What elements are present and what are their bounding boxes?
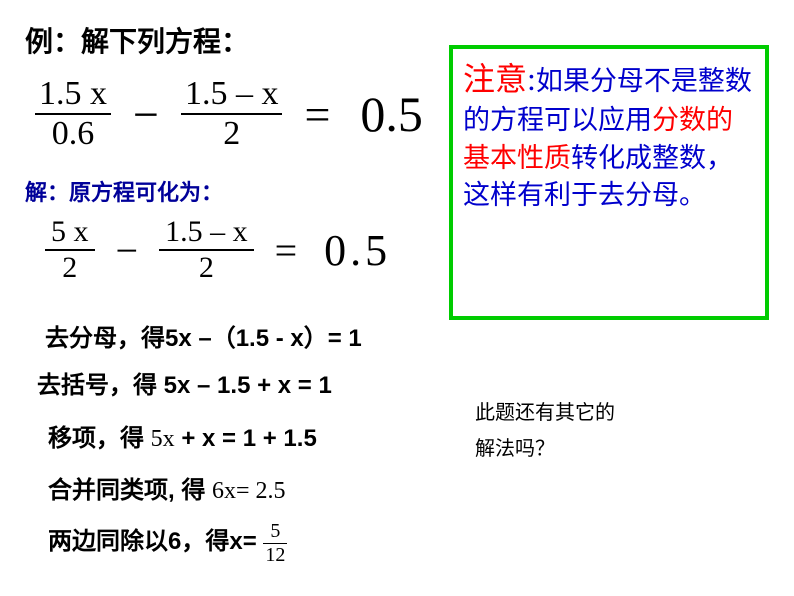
transform-label: 解：原方程可化为： xyxy=(25,175,223,207)
denominator: 0.6 xyxy=(35,113,111,153)
equation-transformed: 5 x 2 − 1.5 – x 2 = 0.5 xyxy=(45,215,391,285)
denominator: 12 xyxy=(263,543,287,567)
denominator: 2 xyxy=(159,249,254,285)
numerator: 5 x xyxy=(45,215,95,249)
side-note: 此题还有其它的 解法吗？ xyxy=(475,395,615,467)
step-transpose: 移项，得 5x + x = 1 + 1.5 xyxy=(48,418,317,453)
denominator: 2 xyxy=(45,249,95,285)
step-label: 合并同类项, 得 xyxy=(48,477,212,504)
step-math: 5x –（1.5 - x）= 1 xyxy=(165,325,362,352)
numerator: 1.5 – x xyxy=(181,75,283,113)
step-math-a: 5x xyxy=(151,426,175,452)
step-math-b: + x = 1 + 1.5 xyxy=(175,425,317,452)
step-label: 移项，得 xyxy=(48,425,151,452)
note-title: 注意 xyxy=(463,61,527,97)
fraction-1: 1.5 x 0.6 xyxy=(35,75,111,153)
minus-op: − xyxy=(133,89,159,140)
denominator: 2 xyxy=(181,113,283,153)
step-remove-brackets: 去括号，得 5x – 1.5 + x = 1 xyxy=(37,365,332,400)
note-box: 注意:如果分母不是整数的方程可以应用分数的基本性质转化成整数，这样有利于去分母。 xyxy=(449,45,769,320)
fraction-2: 1.5 – x 2 xyxy=(159,215,254,285)
rhs-value: 0.5 xyxy=(324,226,391,275)
step-divide: 两边同除以6，得x= 5 12 xyxy=(48,520,287,567)
step-label: 去括号，得 xyxy=(37,372,164,399)
side-note-line1: 此题还有其它的 xyxy=(475,395,615,431)
step-remove-denominator: 去分母，得5x –（1.5 - x）= 1 xyxy=(45,318,362,353)
minus-op: − xyxy=(116,228,139,273)
rhs-value: 0.5 xyxy=(360,86,423,142)
result-fraction: 5 12 xyxy=(263,520,287,567)
numerator: 1.5 – x xyxy=(159,215,254,249)
numerator: 1.5 x xyxy=(35,75,111,113)
equals-sign: = xyxy=(275,228,298,273)
step-label: 去分母，得 xyxy=(45,325,165,352)
note-colon: : xyxy=(527,61,536,97)
fraction-2: 1.5 – x 2 xyxy=(181,75,283,153)
step-math: 6x= 2.5 xyxy=(212,478,286,504)
numerator: 5 xyxy=(263,520,287,543)
page-title: 例：解下列方程： xyxy=(25,20,249,60)
equals-sign: = xyxy=(304,89,330,140)
equation-original: 1.5 x 0.6 − 1.5 – x 2 = 0.5 xyxy=(35,75,423,153)
step-label: 两边同除以6，得 xyxy=(48,528,229,555)
step-math: 5x – 1.5 + x = 1 xyxy=(164,372,332,399)
step-math-pre: x= xyxy=(229,528,263,555)
step-combine: 合并同类项, 得 6x= 2.5 xyxy=(48,470,286,505)
fraction-1: 5 x 2 xyxy=(45,215,95,285)
side-note-line2: 解法吗？ xyxy=(475,431,615,467)
